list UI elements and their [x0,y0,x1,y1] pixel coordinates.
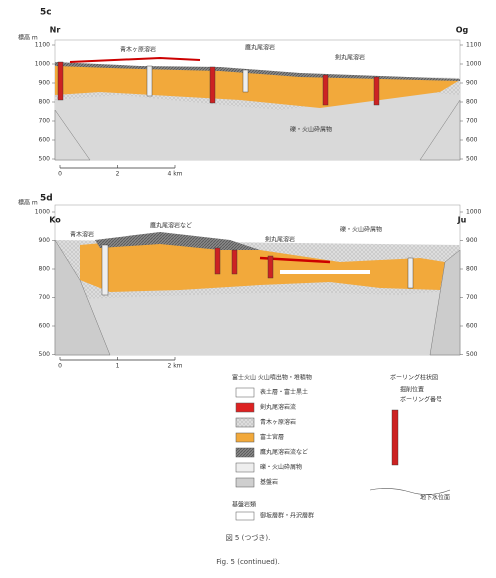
legend-borehole [392,410,398,465]
legend-title: 富士火山 火山噴出物・堆積物 [232,374,312,382]
elevation-label: 600 [39,137,51,144]
elevation-label: 600 [39,323,51,330]
legend-title: 基盤岩類 [232,501,256,509]
borehole [102,245,108,295]
annotation: 礫・火山砕屑物 [290,126,332,134]
figure: 5c Nr Og 標高 m 青木ヶ原溶岩 鷹丸尾溶岩 剣丸尾溶岩 礫・火山砕屑物… [0,0,496,578]
legend-item: 富士宮層 [260,433,284,441]
right-end: Og [456,26,469,35]
elevation-label: 1100 [35,42,50,49]
scale-label: 2 km [167,363,182,370]
elevation-label: 1000 [35,209,50,216]
annotation: 剣丸尾溶岩 [265,236,295,244]
elevation-label: 800 [39,266,51,273]
annotation: 青木ヶ原溶岩 [120,46,156,54]
borehole [323,75,328,105]
elevation-label: 900 [39,237,51,244]
elevation-label: 600 [466,137,478,144]
annotation: 礫・火山砕屑物 [340,226,382,234]
legend-title: ボーリング柱状図 [390,374,438,382]
caption-en: Fig. 5 (continued). [216,558,280,566]
elevation-unit: 標高 m [18,199,38,207]
borehole [374,77,379,105]
elevation-label: 500 [466,351,478,358]
elevation-label: 700 [39,294,51,301]
borehole [232,250,237,274]
elevation-label: 1100 [466,42,481,49]
elevation-label: 1000 [466,209,481,216]
legend-swatch [236,463,254,472]
scale-label: 1 [116,363,120,370]
legend-item: 青木ヶ原溶岩 [260,418,296,426]
borehole [243,70,248,92]
borehole [408,258,413,288]
elevation-label: 900 [466,80,478,87]
legend-item: 鷹丸尾溶岩流など [260,448,308,456]
legend-swatch [236,478,254,487]
legend-swatch [236,433,254,442]
elevation-label: 700 [39,118,51,125]
elevation-label: 500 [466,156,478,163]
legend-swatch [236,418,254,427]
legend-item: 表土層・富士黒土 [260,388,308,396]
legend-item: 掘削位置 [400,386,424,394]
caption-ja: 図 5 (つづき). [226,533,271,542]
legend-swatch [236,512,254,520]
legend-swatch [236,403,254,412]
borehole [147,66,152,96]
basement [55,290,460,355]
elevation-label: 700 [466,294,478,301]
scale-label: 0 [58,171,62,178]
legend-swatch [236,388,254,397]
legend-swatch [236,448,254,457]
scale-label: 2 [116,171,120,178]
right-end: Ju [457,216,467,225]
elevation-label: 800 [466,266,478,273]
elevation-label: 900 [466,237,478,244]
elevation-label: 700 [466,118,478,125]
left-end: Ko [49,216,61,225]
elevation-label: 500 [39,351,51,358]
legend-item: 剣丸尾溶岩流 [260,403,296,411]
section-5d: 5d Ko Ju 標高 m 青木溶岩 鷹丸尾溶岩など 剣丸尾溶岩 礫・火山砕屑物 [18,194,467,361]
elevation-label: 500 [39,156,51,163]
legend-item: 御坂層群・丹沢層群 [260,512,314,520]
borehole [58,62,63,100]
annotation: 剣丸尾溶岩 [335,54,365,62]
borehole [215,248,220,274]
section-label: 5d [40,194,53,204]
legend-item: 地下水位面 [420,494,450,502]
elevation-unit: 標高 m [18,34,38,42]
elevation-label: 1000 [466,61,481,68]
section-label: 5c [40,8,52,18]
legend-item: 基盤岩 [260,478,278,486]
lava-flow [70,58,200,62]
legend-item: 礫・火山砕屑物 [260,463,302,471]
borehole [210,67,215,103]
annotation: 青木溶岩 [70,231,94,239]
elevation-label: 800 [39,99,51,106]
legend-item: ボーリング番号 [400,396,442,404]
elevation-label: 600 [466,323,478,330]
elevation-label: 1000 [35,61,50,68]
scale-label: 0 [58,363,62,370]
left-end: Nr [50,26,61,35]
section-5c: 5c Nr Og 標高 m 青木ヶ原溶岩 鷹丸尾溶岩 剣丸尾溶岩 礫・火山砕屑物 [18,8,469,169]
scale-label: 4 km [167,171,182,178]
annotation: 鷹丸尾溶岩 [245,44,275,52]
annotation: 鷹丸尾溶岩など [150,222,192,230]
elevation-label: 900 [39,80,51,87]
elevation-label: 800 [466,99,478,106]
borehole [268,256,273,278]
